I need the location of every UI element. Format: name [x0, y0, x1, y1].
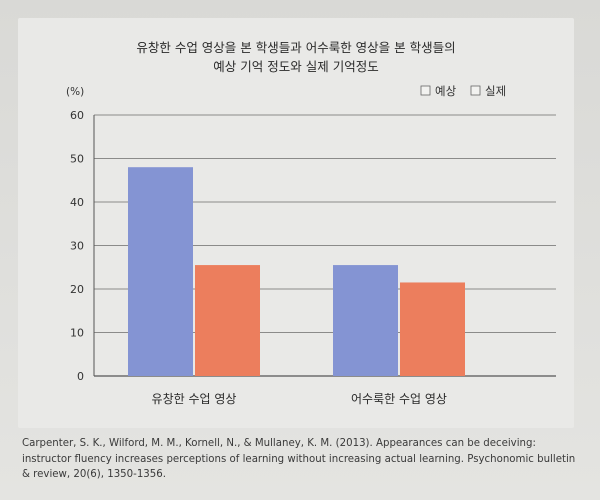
chart-title: 유창한 수업 영상을 본 학생들과 어수룩한 영상을 본 학생들의 예상 기억 … [136, 40, 456, 74]
citation-caption: Carpenter, S. K., Wilford, M. M., Kornel… [22, 438, 576, 480]
y-tick-label: 10 [70, 327, 84, 340]
bar-layer [128, 167, 465, 376]
axis-layer: 0 10 20 30 40 50 60 (%) 유창한 수업 영상 어수룩한 수업 영상 [66, 86, 447, 406]
category-label: 어수룩한 수업 영상 [351, 392, 447, 406]
legend-swatch [470, 85, 481, 96]
legend-label: 예상 [435, 84, 457, 98]
bar-실제-0 [195, 265, 260, 376]
y-tick-label: 40 [70, 196, 84, 209]
category-label: 유창한 수업 영상 [152, 392, 237, 406]
y-tick-label: 0 [77, 370, 84, 383]
y-tick-label: 30 [70, 240, 84, 253]
legend-swatch [420, 85, 431, 96]
bar-예상-1 [333, 265, 398, 376]
bar-예상-0 [128, 167, 193, 376]
legend-label: 실제 [485, 84, 506, 98]
bar-chart: 0 10 20 30 40 50 60 (%) 유창한 수업 영상 어수룩한 수업 영상 예상 실제 [66, 84, 556, 406]
y-axis-label: (%) [66, 86, 84, 98]
bar-실제-1 [400, 282, 465, 376]
y-tick-label: 60 [70, 109, 84, 122]
y-tick-label: 50 [70, 153, 84, 166]
y-tick-label: 20 [70, 283, 84, 296]
legend-layer: 예상 실제 [420, 84, 506, 98]
chart-panel: 유창한 수업 영상을 본 학생들과 어수룩한 영상을 본 학생들의 예상 기억 … [18, 18, 574, 428]
